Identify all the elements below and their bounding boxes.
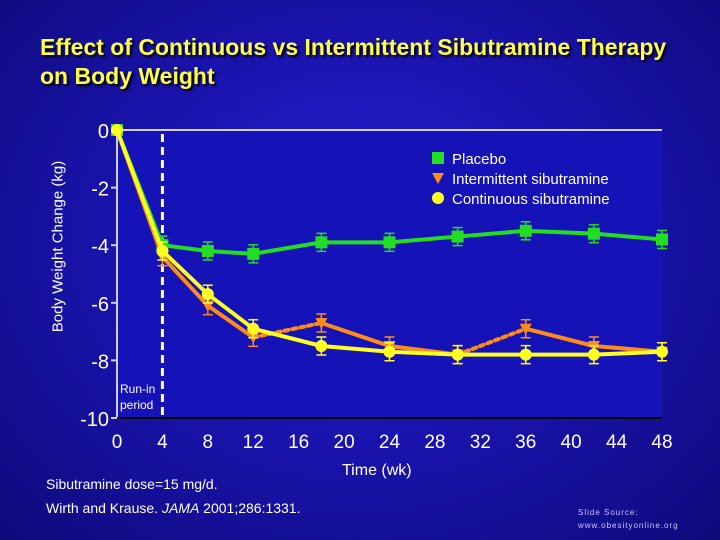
- marker-placebo: [201, 244, 214, 257]
- marker-continuous-sibutramine: [519, 348, 532, 361]
- reference-authors: Wirth and Krause.: [46, 500, 162, 516]
- y-tick-label: -2: [91, 179, 109, 201]
- x-tick-label: 28: [424, 432, 445, 453]
- marker-continuous-sibutramine: [201, 288, 214, 301]
- x-tick-label: 8: [203, 432, 214, 453]
- line-segment-continuous-sibutramine: [319, 344, 392, 354]
- marker-continuous-sibutramine: [432, 192, 444, 204]
- marker-continuous-sibutramine: [156, 244, 169, 257]
- marker-placebo: [247, 247, 260, 260]
- x-tick-label: 36: [515, 432, 536, 453]
- line-segment-intermittent-sibutramine: [319, 320, 392, 348]
- x-tick-label: 16: [288, 432, 309, 453]
- plot-area: [117, 130, 662, 418]
- line-segment-continuous-sibutramine: [251, 326, 324, 348]
- line-segment-placebo: [387, 234, 460, 245]
- x-tick-label: 20: [334, 432, 355, 453]
- line-segment-intermittent-sibutramine: [160, 254, 210, 308]
- marker-continuous-sibutramine: [383, 345, 396, 358]
- x-tick-label: 48: [651, 432, 672, 453]
- marker-placebo: [519, 224, 532, 237]
- line-segment-continuous-sibutramine: [387, 349, 460, 357]
- reference-journal: JAMA: [161, 500, 200, 516]
- reference: Wirth and Krause. JAMA 2001;286:1331.: [46, 500, 301, 516]
- x-tick-label: 32: [470, 432, 491, 453]
- y-tick-label: -4: [91, 236, 109, 258]
- marker-intermittent-sibutramine: [315, 317, 328, 329]
- y-tick-label: 0: [98, 121, 109, 143]
- legend-label: Continuous sibutramine: [452, 191, 610, 208]
- slide-source-url: www.obesityonline.org: [578, 521, 679, 530]
- marker-continuous-sibutramine: [247, 322, 260, 335]
- slide-source-label: Slide Source:: [578, 508, 639, 517]
- line-segment-continuous-sibutramine: [205, 292, 256, 331]
- line-segment-placebo: [251, 240, 324, 256]
- x-tick-label: 0: [112, 432, 123, 453]
- run-in-label-line2: period: [120, 398, 153, 412]
- x-tick-label: 24: [379, 432, 401, 453]
- y-tick-label: -6: [91, 294, 109, 316]
- line-segment-placebo: [523, 228, 596, 236]
- marker-placebo: [315, 236, 328, 249]
- marker-continuous-sibutramine: [451, 348, 464, 361]
- marker-continuous-sibutramine: [315, 340, 328, 352]
- line-segment-intermittent-sibutramine: [251, 320, 324, 340]
- x-tick-label: 44: [606, 432, 628, 453]
- x-tick-label: 40: [561, 432, 582, 453]
- marker-continuous-sibutramine: [111, 124, 123, 136]
- line-segment-continuous-sibutramine: [115, 128, 165, 253]
- marker-intermittent-sibutramine: [432, 173, 444, 184]
- marker-placebo: [587, 227, 600, 240]
- line-segment-placebo: [205, 248, 256, 256]
- marker-intermittent-sibutramine: [519, 323, 532, 335]
- run-in-label-line1: Run-in: [120, 382, 155, 396]
- marker-placebo: [432, 152, 444, 164]
- x-tick-label: 4: [157, 432, 168, 453]
- marker-continuous-sibutramine: [587, 348, 600, 361]
- x-axis-label: Time (wk): [342, 462, 412, 479]
- legend-label: Placebo: [452, 151, 506, 168]
- line-segment-intermittent-sibutramine: [455, 326, 528, 357]
- legend-label: Intermittent sibutramine: [452, 171, 609, 188]
- marker-placebo: [383, 236, 396, 249]
- chart-title: Effect of Continuous vs Intermittent Sib…: [40, 34, 667, 89]
- dose-note: Sibutramine dose=15 mg/d.: [46, 476, 218, 492]
- line-segment-placebo: [160, 243, 210, 253]
- y-tick-label: -10: [80, 409, 109, 431]
- line-segment-continuous-sibutramine: [591, 349, 664, 357]
- marker-placebo: [656, 233, 668, 246]
- line-segment-intermittent-sibutramine: [205, 303, 256, 340]
- line-segment-intermittent-sibutramine: [523, 326, 596, 348]
- reference-details: 2001;286:1331.: [199, 500, 301, 516]
- marker-continuous-sibutramine: [656, 345, 668, 358]
- line-segment-continuous-sibutramine: [160, 248, 210, 297]
- y-tick-label: -8: [91, 351, 109, 373]
- line-segment-placebo: [591, 231, 664, 242]
- x-tick-label: 12: [243, 432, 264, 453]
- line-segment-placebo: [455, 228, 528, 239]
- marker-placebo: [451, 230, 464, 243]
